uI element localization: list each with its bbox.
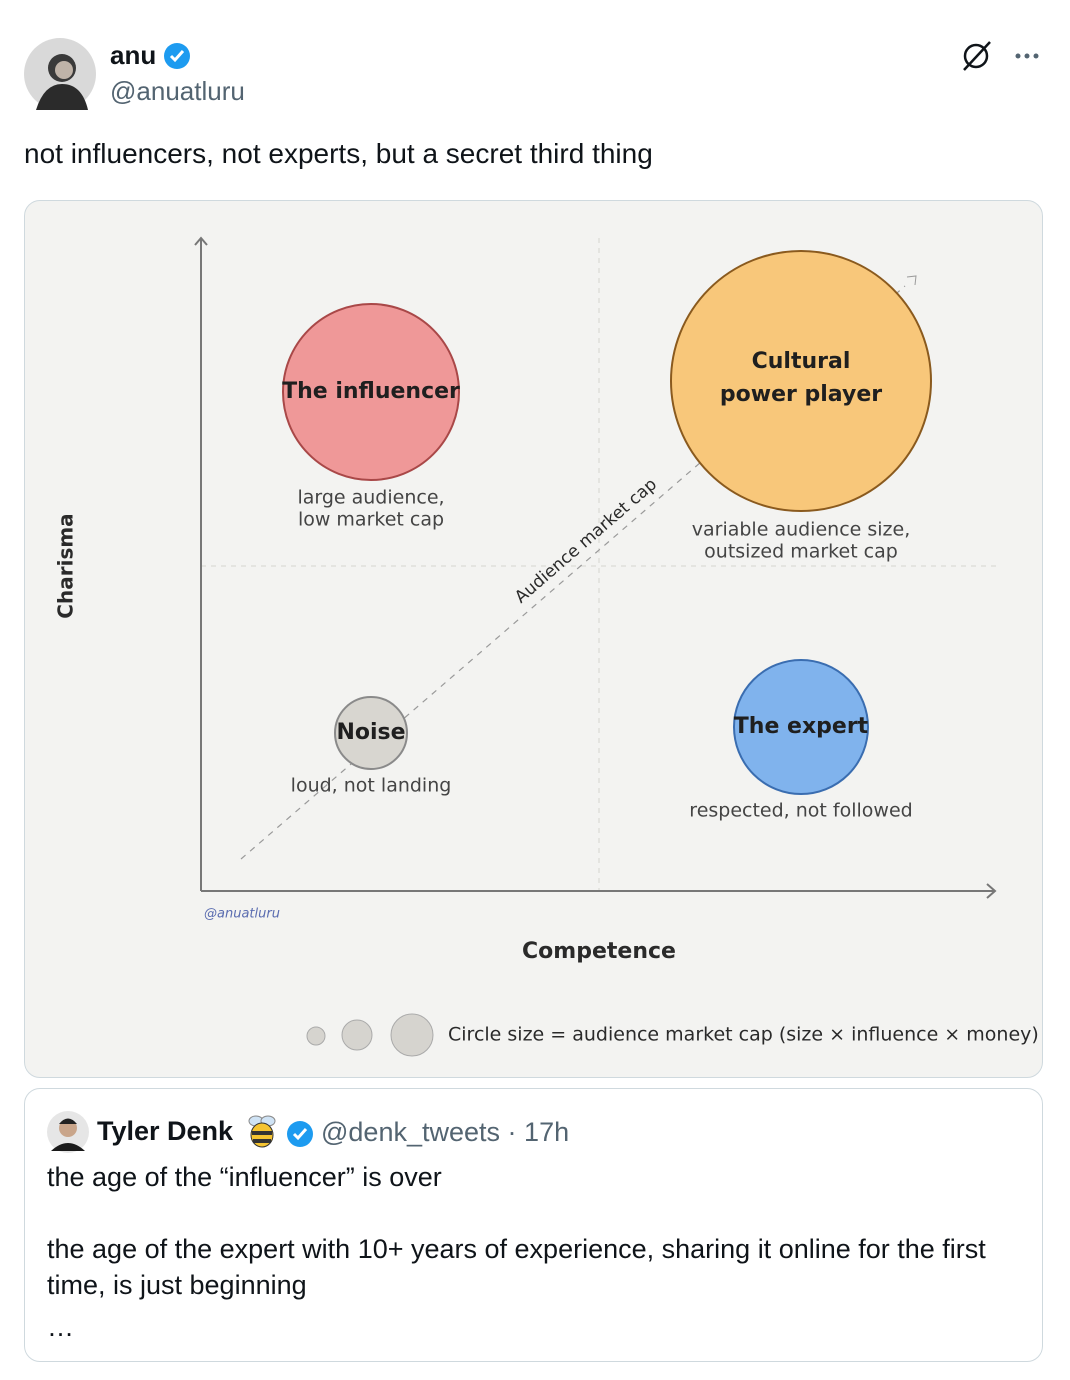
more-menu[interactable] — [1015, 53, 1039, 59]
diagonal-label: Audience market cap — [511, 474, 661, 607]
y-axis-arrow — [194, 236, 208, 246]
quoted-avatar — [47, 1111, 89, 1153]
node-circle — [282, 303, 460, 481]
legend-text: Circle size = audience market cap (size … — [448, 1024, 1039, 1046]
node-label: Cultural — [752, 349, 851, 374]
quoted-author-handle[interactable]: @denk_tweets — [321, 1117, 501, 1147]
quadrant-diagram: Charisma Competence Audience market cap … — [54, 236, 1039, 1057]
timestamp[interactable]: 17h — [524, 1117, 570, 1147]
node-caption: respected, not followed — [689, 800, 912, 822]
node-caption: large audience, — [297, 487, 444, 509]
quoted-tweet[interactable]: Tyler Denk @denk_tweets · 17h the age of… — [24, 1088, 1043, 1362]
verified-badge — [164, 43, 190, 69]
separator: · — [507, 1117, 517, 1147]
quoted-author-name[interactable]: Tyler Denk — [97, 1116, 234, 1146]
x-axis-arrow — [986, 883, 997, 899]
node-label: The influencer — [282, 379, 460, 404]
quoted-paragraph: the age of the “influencer” is over — [47, 1162, 442, 1192]
legend-circle — [390, 1013, 434, 1057]
node-label: power player — [720, 382, 882, 407]
node-caption: variable audience size, — [692, 519, 911, 541]
legend-circle — [306, 1026, 326, 1046]
tweet-image[interactable]: Charisma Competence Audience market cap … — [24, 200, 1043, 1078]
node-label: The expert — [734, 714, 869, 739]
bee-emoji — [248, 1115, 276, 1148]
y-axis-label: Charisma — [54, 513, 78, 618]
quoted-meta: @denk_tweets · 17h — [321, 1117, 569, 1148]
tweet-text: not influencers, not experts, but a secr… — [24, 138, 653, 169]
node-caption: outsized market cap — [704, 541, 898, 563]
avatar[interactable] — [24, 38, 96, 110]
node-circle — [670, 250, 932, 512]
x-axis-label: Competence — [522, 939, 676, 964]
diagonal-arrow — [906, 275, 917, 286]
legend-circle — [341, 1019, 373, 1051]
node-label: Noise — [336, 720, 405, 745]
node-circle — [334, 696, 408, 770]
author-handle[interactable]: @anuatluru — [110, 76, 245, 106]
quoted-paragraph: the age of the expert with 10+ years of … — [47, 1234, 986, 1300]
grok-icon[interactable] — [963, 41, 991, 71]
quoted-paragraph: … — [47, 1312, 74, 1342]
node-caption: loud, not landing — [291, 775, 452, 797]
node-circle — [733, 659, 869, 795]
watermark: @anuatluru — [204, 907, 280, 922]
node-caption: low market cap — [298, 509, 444, 531]
header-icons — [963, 41, 1039, 71]
quoted-verified-badge — [287, 1121, 313, 1147]
author-name[interactable]: anu — [110, 40, 157, 70]
